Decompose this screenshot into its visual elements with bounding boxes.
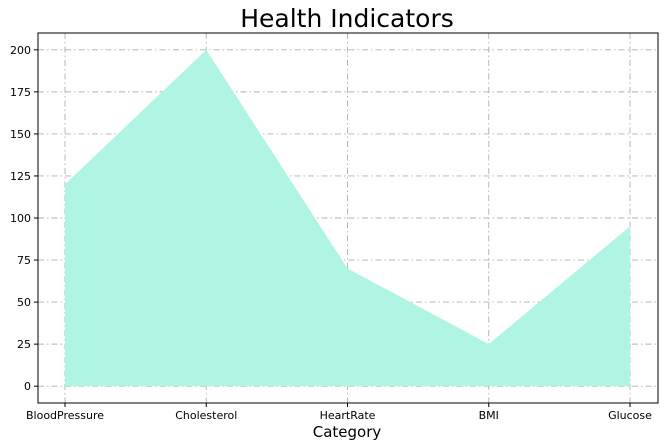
chart-title: Health Indicators (240, 4, 454, 33)
y-tick-label: 100 (10, 212, 31, 225)
y-tick-label: 50 (17, 296, 31, 309)
x-axis: BloodPressure Cholesterol HeartRate BMI Gluc… (26, 403, 652, 422)
y-tick-label: 75 (17, 254, 31, 267)
area-fill (65, 49, 630, 387)
x-tick-label: Cholesterol (175, 409, 237, 422)
x-tick-label: Glucose (608, 409, 652, 422)
x-tick-label: BloodPressure (26, 409, 104, 422)
y-tick-label: 200 (10, 44, 31, 57)
y-tick-label: 175 (10, 86, 31, 99)
y-tick-label: 25 (17, 338, 31, 351)
x-tick-label: HeartRate (320, 409, 376, 422)
area-series (64, 49, 631, 387)
y-tick-label: 125 (10, 170, 31, 183)
x-tick-label: BMI (479, 409, 499, 422)
y-tick-label: 0 (24, 380, 31, 393)
y-axis: 0 25 50 75 100 125 150 175 200 (10, 44, 38, 393)
y-tick-label: 150 (10, 128, 31, 141)
x-axis-label: Category (313, 423, 382, 441)
